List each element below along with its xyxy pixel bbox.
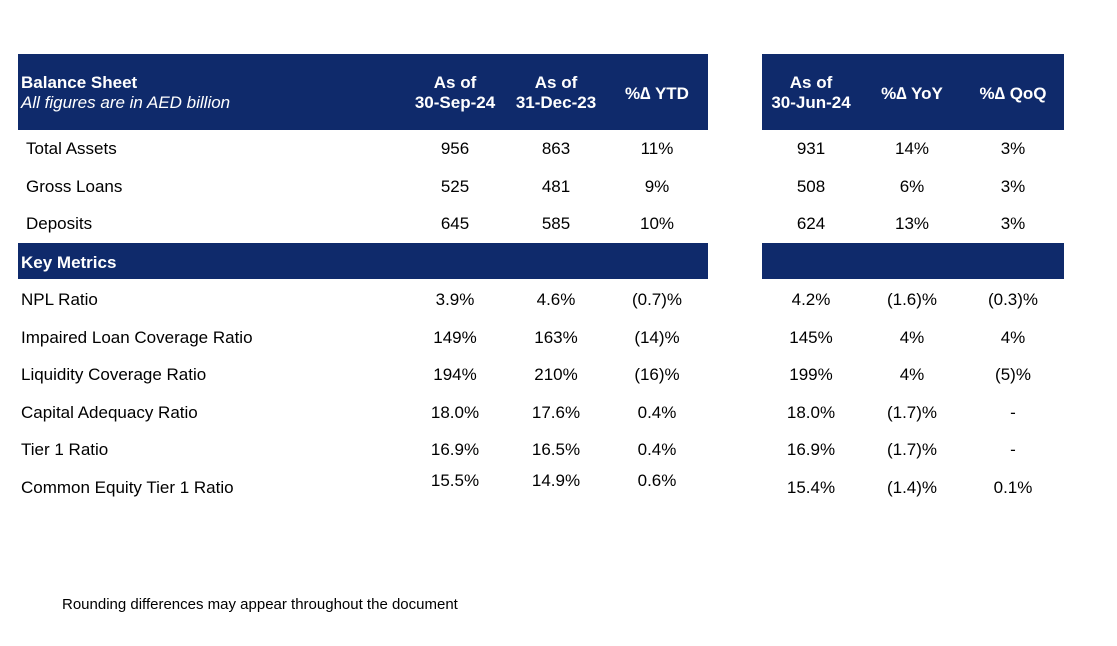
col-header-yoy: %∆ YoY xyxy=(881,84,943,103)
col-header-30-sep-24: As of 30-Sep-24 xyxy=(405,73,505,113)
col-header-qoq: %∆ QoQ xyxy=(979,84,1047,103)
balance-sheet-title: Balance Sheet All figures are in AED bil… xyxy=(21,73,401,113)
row-value: 14% xyxy=(894,139,930,158)
row-value: (14)% xyxy=(634,327,680,347)
row-value: 15.5% xyxy=(430,470,480,490)
row-value: 18.0% xyxy=(786,402,836,422)
row-value: 3.9% xyxy=(435,290,475,309)
row-value: 931 xyxy=(796,139,826,158)
row-label: Gross Loans xyxy=(26,176,123,196)
row-value: 508 xyxy=(796,176,826,196)
key-metrics-header-left xyxy=(18,243,708,279)
row-value: 163% xyxy=(534,327,578,347)
row-value: 0.1% xyxy=(993,477,1033,497)
col-header-line: 30-Sep-24 xyxy=(414,93,496,112)
row-label: NPL Ratio xyxy=(21,290,98,309)
row-value: 210% xyxy=(534,365,578,384)
row-value: 10% xyxy=(639,214,675,233)
row-value: (1.7)% xyxy=(886,402,938,422)
row-value: (1.6)% xyxy=(886,290,938,309)
row-value: (5)% xyxy=(995,365,1031,384)
row-value: 199% xyxy=(789,365,833,384)
row-value: 11% xyxy=(640,139,674,158)
balance-sheet-header-right xyxy=(762,54,1064,130)
col-header-ytd: %∆ YTD xyxy=(625,84,689,103)
row-label: Common Equity Tier 1 Ratio xyxy=(21,477,234,497)
row-value: 9% xyxy=(644,176,670,196)
row-value: (16)% xyxy=(634,365,680,384)
key-metrics-title: Key Metrics xyxy=(21,253,117,272)
row-value: 645 xyxy=(440,214,470,233)
col-header-line: 30-Jun-24 xyxy=(771,93,851,112)
row-label: Deposits xyxy=(26,214,93,233)
balance-sheet-header-left xyxy=(18,54,708,130)
row-label: Impaired Loan Coverage Ratio xyxy=(21,327,253,347)
col-header-30-jun-24: As of 30-Jun-24 xyxy=(761,73,861,113)
row-value: 585 xyxy=(541,214,571,233)
row-value: 149% xyxy=(433,327,477,347)
row-value: (0.7)% xyxy=(631,290,683,309)
row-value: 0.4% xyxy=(637,440,677,459)
balance-sheet-title-text: Balance Sheet xyxy=(21,73,138,92)
row-label: Tier 1 Ratio xyxy=(21,440,109,459)
row-value: 16.9% xyxy=(430,440,480,459)
footnote: Rounding differences may appear througho… xyxy=(62,596,458,613)
row-value: 145% xyxy=(789,327,833,347)
row-value: 0.6% xyxy=(637,470,677,490)
row-value: 3% xyxy=(1000,139,1026,158)
row-value: 14.9% xyxy=(531,470,581,490)
row-value: 525 xyxy=(440,176,470,196)
row-value: 4% xyxy=(899,365,925,384)
row-value: 481 xyxy=(541,176,571,196)
row-value: 6% xyxy=(899,176,925,196)
row-value: 4.6% xyxy=(536,290,576,309)
row-value: 863 xyxy=(541,139,571,158)
row-value: 15.4% xyxy=(786,477,836,497)
col-header-31-dec-23: As of 31-Dec-23 xyxy=(506,73,606,113)
row-value: 194% xyxy=(433,365,477,384)
row-value: (1.4)% xyxy=(886,477,938,497)
row-label: Capital Adequacy Ratio xyxy=(21,402,198,422)
row-value: 3% xyxy=(1000,214,1026,233)
row-value: - xyxy=(1010,402,1016,422)
row-value: (1.7)% xyxy=(886,440,938,459)
row-value: 13% xyxy=(894,214,930,233)
col-header-line: 31-Dec-23 xyxy=(515,93,597,112)
row-value: - xyxy=(1010,440,1016,459)
row-value: 4.2% xyxy=(791,290,831,309)
row-value: 4% xyxy=(1000,327,1026,347)
col-header-line: As of xyxy=(433,73,477,92)
row-value: 624 xyxy=(796,214,826,233)
balance-sheet-subtitle: All figures are in AED billion xyxy=(21,93,231,112)
row-label: Liquidity Coverage Ratio xyxy=(21,365,207,384)
row-value: 0.4% xyxy=(637,402,677,422)
key-metrics-header-right xyxy=(762,243,1064,279)
col-header-line: As of xyxy=(534,73,578,92)
row-value: 16.5% xyxy=(531,440,581,459)
col-header-line: As of xyxy=(789,73,833,92)
row-value: 956 xyxy=(440,139,470,158)
row-value: 17.6% xyxy=(531,402,581,422)
row-value: (0.3)% xyxy=(987,290,1039,309)
row-value: 4% xyxy=(899,327,925,347)
row-label: Total Assets xyxy=(26,139,117,158)
row-value: 3% xyxy=(1000,176,1026,196)
row-value: 16.9% xyxy=(786,440,836,459)
row-value: 18.0% xyxy=(430,402,480,422)
